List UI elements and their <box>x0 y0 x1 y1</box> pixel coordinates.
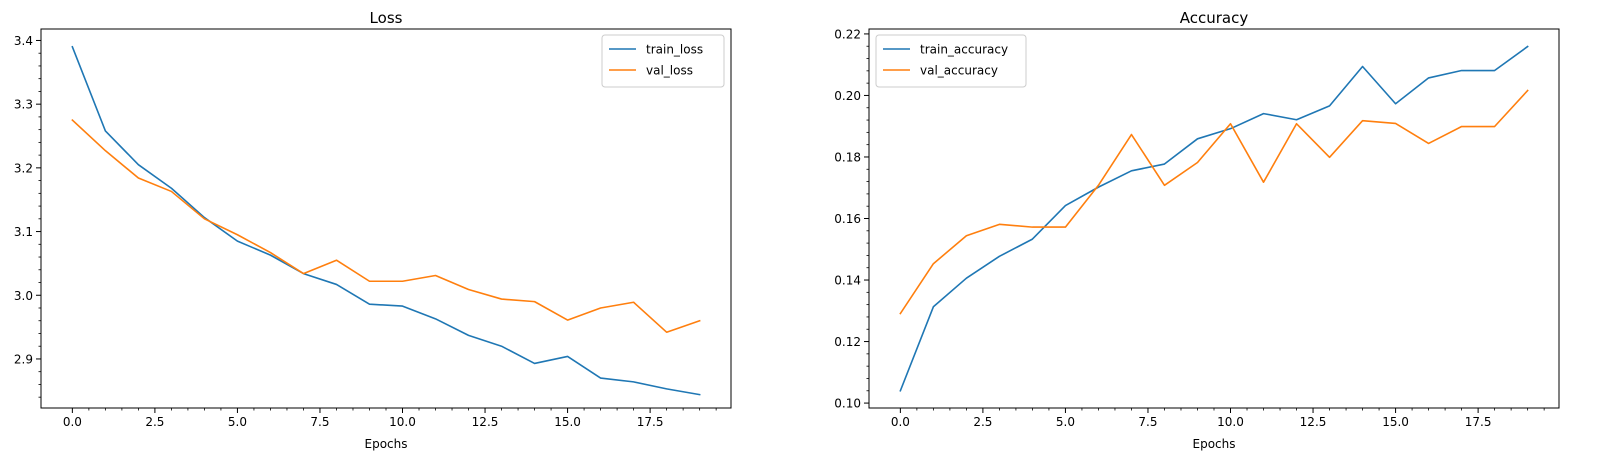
train_accuracy-legend-label: train_accuracy <box>920 43 1008 57</box>
accuracy-chart-ytick-label: 0.20 <box>834 89 861 103</box>
accuracy-chart-xtick-label: 10.0 <box>1217 415 1244 429</box>
loss-chart-xtick-label: 7.5 <box>310 415 329 429</box>
accuracy-chart: Accuracy Epochs 0.0 2.5 5.0 7.5 10.0 12.5 15.0… <box>834 9 1560 451</box>
accuracy-chart-ytick-label: 0.12 <box>834 335 861 349</box>
loss-chart-legend: train_loss val_loss <box>601 34 725 88</box>
accuracy-chart-ytick-label: 0.16 <box>834 212 861 226</box>
accuracy-chart-xtick-label: 12.5 <box>1300 415 1327 429</box>
loss-chart-ytick-label: 2.9 <box>14 352 33 366</box>
loss-chart-title: Loss <box>370 9 403 27</box>
loss-chart-xtick-label: 5.0 <box>228 415 247 429</box>
accuracy-chart-lines <box>899 45 1529 392</box>
val_loss-legend-label: val_loss <box>646 64 693 78</box>
loss-chart-xtick-label: 10.0 <box>389 415 416 429</box>
accuracy-chart-xtick-label: 17.5 <box>1465 415 1492 429</box>
loss-chart-xtick-label: 0.0 <box>63 415 82 429</box>
train_accuracy-line <box>899 45 1529 392</box>
accuracy-chart-xtick-label: 7.5 <box>1138 415 1157 429</box>
accuracy-chart-ytick-label: 0.18 <box>834 150 861 164</box>
accuracy-chart-xlabel: Epochs <box>1193 437 1236 451</box>
loss-chart-lines <box>71 45 701 396</box>
loss-chart-xtick-label: 12.5 <box>472 415 499 429</box>
accuracy-chart-xtick-label: 2.5 <box>973 415 992 429</box>
loss-chart-ytick-label: 3.4 <box>14 34 33 48</box>
accuracy-chart-xtick-label: 15.0 <box>1382 415 1409 429</box>
accuracy-chart-xtick-label: 0.0 <box>891 415 910 429</box>
loss-chart-xtick-label: 17.5 <box>637 415 664 429</box>
val_accuracy-legend-label: val_accuracy <box>920 64 998 78</box>
accuracy-chart-title: Accuracy <box>1180 9 1249 27</box>
accuracy-chart-legend: train_accuracy val_accuracy <box>875 34 1027 88</box>
accuracy-chart-ytick-label: 0.22 <box>834 27 861 41</box>
loss-chart-ticks: 0.0 2.5 5.0 7.5 10.0 12.5 15.0 17.5 2.9 3.0 3.1 3.2… <box>14 34 717 429</box>
accuracy-chart-ytick-label: 0.10 <box>834 397 861 411</box>
accuracy-chart-ticks: 0.0 2.5 5.0 7.5 10.0 12.5 15.0 17.5 0.10 0.12 0.14… <box>834 27 1545 429</box>
loss-chart-ytick-label: 3.3 <box>14 98 33 112</box>
loss-chart-ytick-label: 3.1 <box>14 225 33 239</box>
val_accuracy-line <box>899 89 1529 315</box>
train_loss-legend-label: train_loss <box>646 43 703 57</box>
val_loss-line <box>71 118 701 334</box>
accuracy-chart-plot-frame <box>868 28 1560 409</box>
loss-chart: Loss Epochs 0.0 2.5 5.0 7.5 10.0 12.5 15.0 17.5… <box>14 9 732 451</box>
loss-chart-ytick-label: 3.0 <box>14 289 33 303</box>
loss-chart-plot-frame <box>40 28 732 409</box>
loss-chart-xtick-label: 2.5 <box>145 415 164 429</box>
accuracy-chart-legend-box <box>875 34 1027 88</box>
loss-chart-ytick-label: 3.2 <box>14 161 33 175</box>
loss-chart-xlabel: Epochs <box>365 437 408 451</box>
loss-chart-xtick-label: 15.0 <box>554 415 581 429</box>
accuracy-chart-xtick-label: 5.0 <box>1056 415 1075 429</box>
loss-chart-legend-box <box>601 34 725 88</box>
accuracy-chart-ytick-label: 0.14 <box>834 274 861 288</box>
train_loss-line <box>71 45 701 396</box>
